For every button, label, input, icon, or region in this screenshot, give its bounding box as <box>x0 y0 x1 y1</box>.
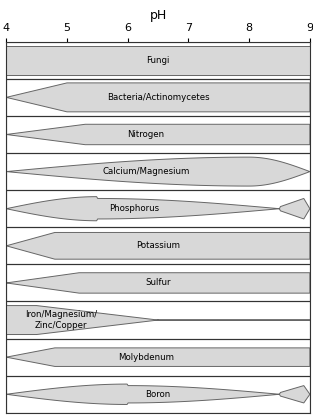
Polygon shape <box>6 197 310 221</box>
Polygon shape <box>6 384 310 404</box>
Bar <box>6 264 310 301</box>
Polygon shape <box>6 348 310 367</box>
Text: Sulfur: Sulfur <box>145 279 171 287</box>
Text: Boron: Boron <box>146 390 171 399</box>
Text: Iron/Magnesium/
Zinc/Copper: Iron/Magnesium/ Zinc/Copper <box>25 310 97 330</box>
Bar <box>6 79 310 116</box>
Text: Phosphorus: Phosphorus <box>109 204 159 213</box>
Bar <box>6 153 310 190</box>
Text: Bacteria/Actinomycetes: Bacteria/Actinomycetes <box>107 93 209 102</box>
Text: Potassium: Potassium <box>136 241 180 250</box>
Polygon shape <box>6 273 310 293</box>
Text: Nitrogen: Nitrogen <box>127 130 165 139</box>
Bar <box>6 339 310 376</box>
Polygon shape <box>6 232 310 259</box>
Bar <box>6 190 310 227</box>
Bar <box>6 42 310 79</box>
X-axis label: pH: pH <box>149 8 167 22</box>
Bar <box>6 301 310 339</box>
Bar <box>6 376 310 413</box>
Polygon shape <box>6 46 310 75</box>
Polygon shape <box>6 306 310 334</box>
Polygon shape <box>6 157 310 186</box>
Text: Calcium/Magnesium: Calcium/Magnesium <box>102 167 190 176</box>
Text: Molybdenum: Molybdenum <box>118 353 174 362</box>
Bar <box>6 116 310 153</box>
Polygon shape <box>6 83 310 112</box>
Text: Fungi: Fungi <box>146 56 170 65</box>
Bar <box>6 227 310 264</box>
Polygon shape <box>6 124 310 145</box>
